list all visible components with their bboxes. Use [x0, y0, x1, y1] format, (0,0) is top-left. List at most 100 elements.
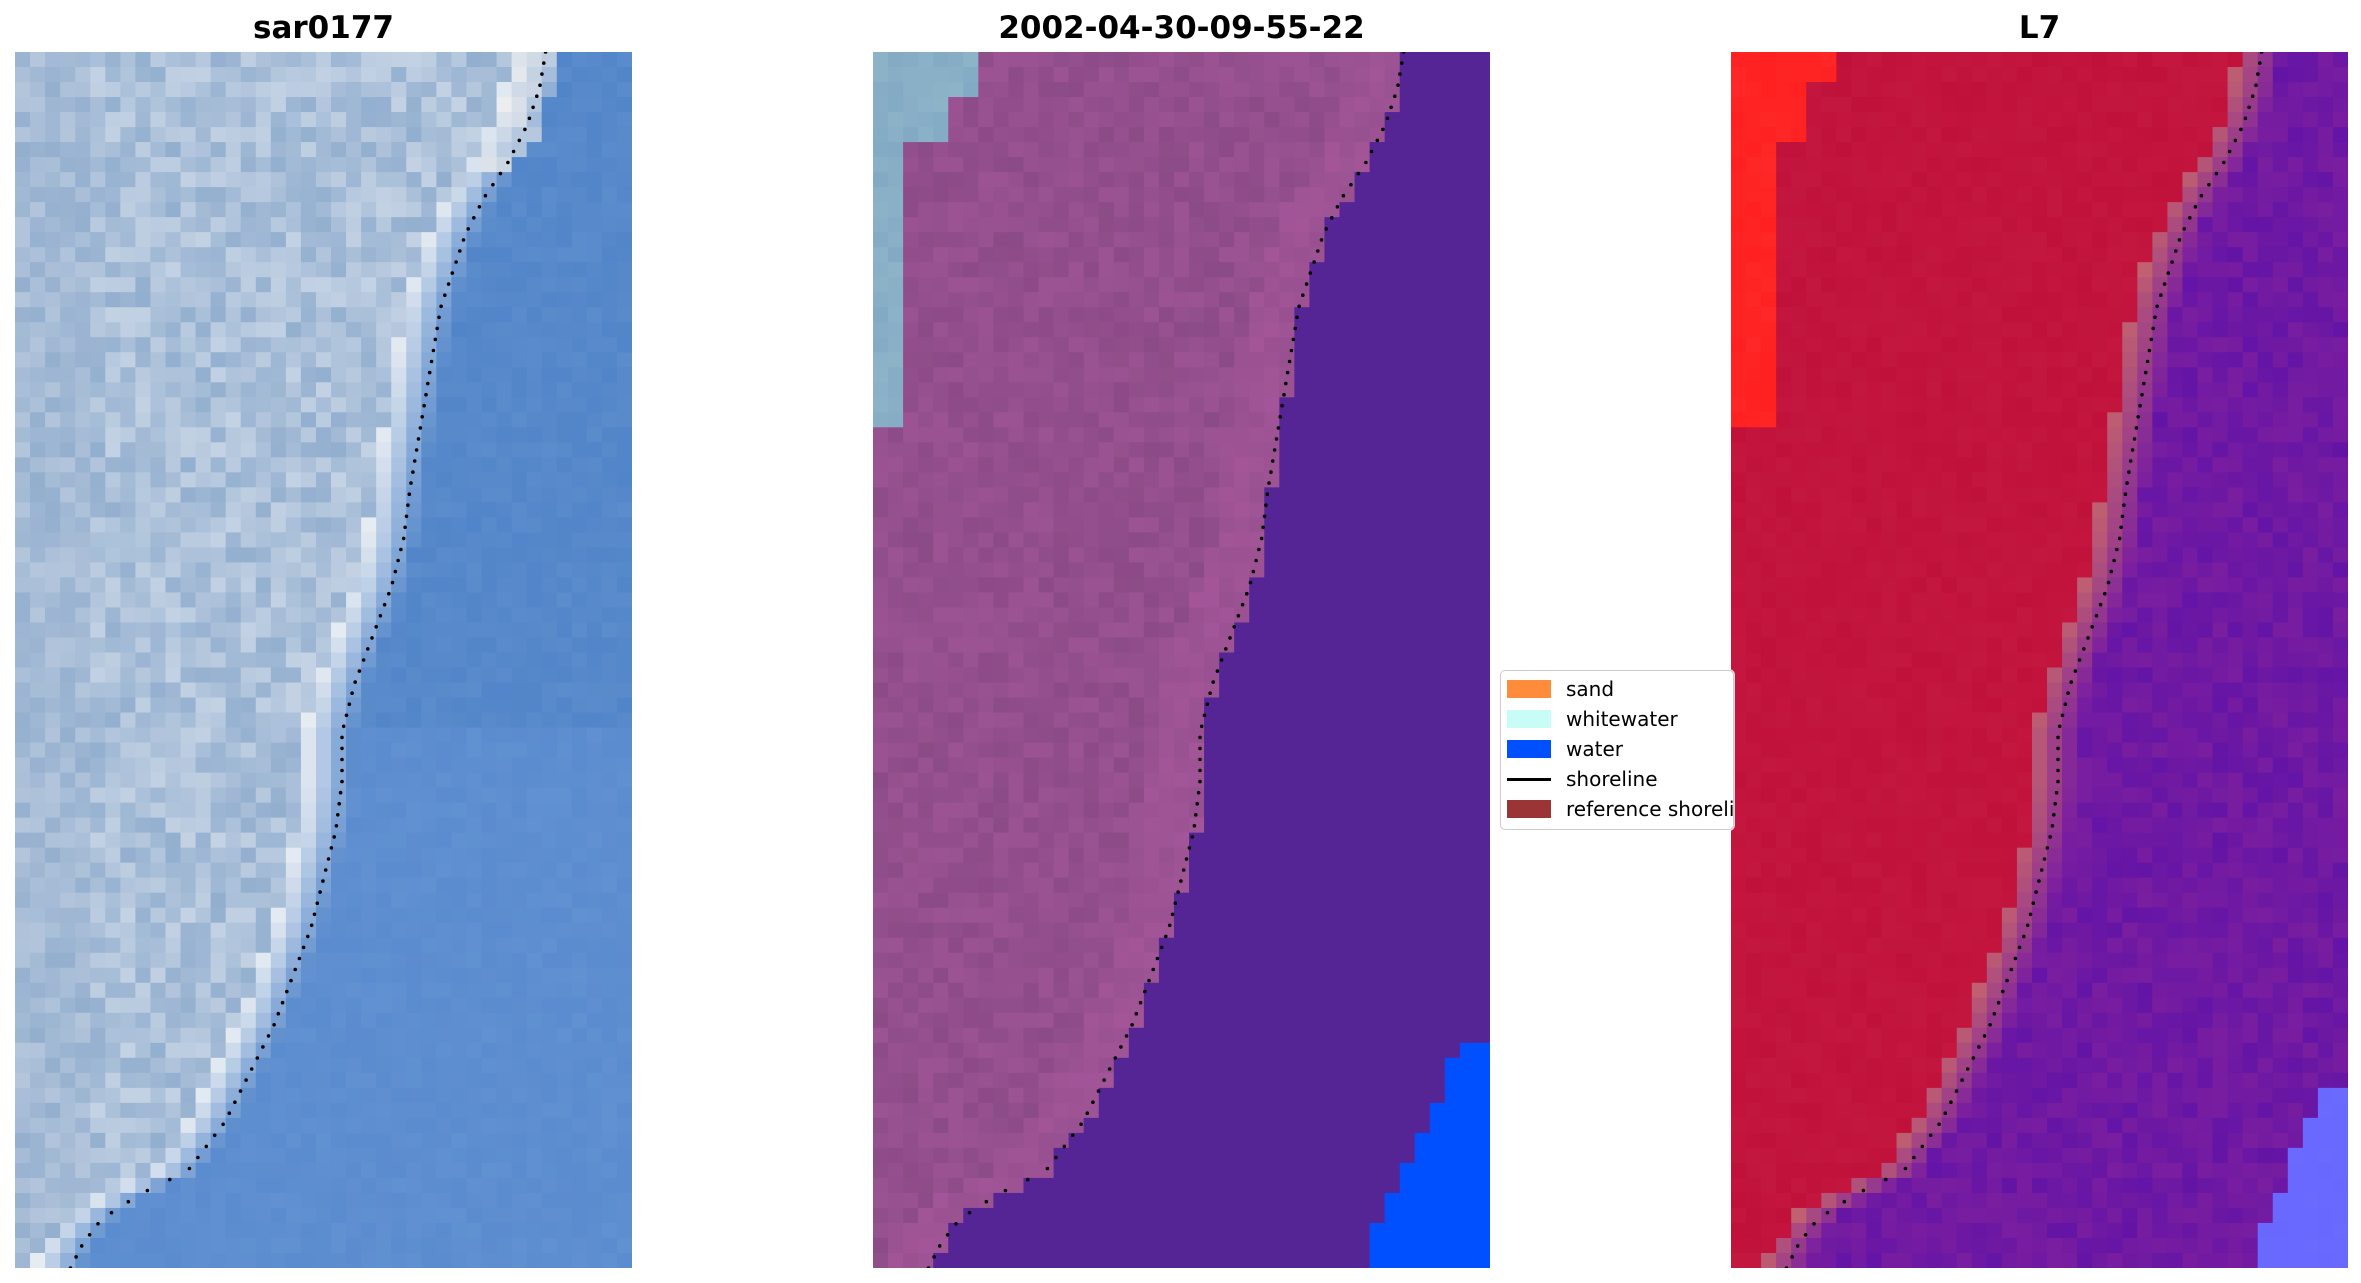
shoreline-dot [344, 713, 349, 718]
shoreline-dot [1251, 569, 1256, 574]
shoreline-dot [472, 216, 476, 220]
shoreline-dot [937, 1244, 942, 1248]
shoreline-dot [1102, 1078, 1106, 1082]
shoreline-dot [1274, 437, 1279, 441]
shoreline-dot [2207, 182, 2211, 187]
shoreline-dot [350, 691, 354, 695]
shoreline-dot [2145, 359, 2150, 364]
shoreline-dot [276, 1011, 281, 1016]
shoreline-dot [378, 614, 383, 618]
shoreline-dot [1264, 503, 1268, 508]
shoreline-dot [2125, 481, 2129, 485]
shoreline-dot [1381, 127, 1385, 132]
shoreline-dot [1211, 680, 1215, 684]
shoreline-dot [437, 315, 441, 320]
shoreline-dot [2142, 381, 2146, 386]
shoreline-dot [2082, 647, 2086, 651]
shoreline-line-swatch [1507, 770, 1551, 788]
shoreline-dot [1198, 735, 1202, 740]
shoreline-dot [2128, 459, 2133, 463]
shoreline-dot [435, 326, 440, 331]
shoreline-dot [1091, 1100, 1095, 1104]
shoreline-dot [1119, 1045, 1123, 1049]
shoreline-dot [1228, 636, 1232, 640]
shoreline-dot [1903, 1166, 1908, 1171]
shoreline-dot [2001, 989, 2005, 994]
shoreline-dot [1943, 1111, 1948, 1115]
shoreline-dot [2127, 470, 2131, 474]
shoreline-dot [326, 857, 331, 861]
shoreline-dot [418, 426, 423, 430]
shoreline-dot [399, 547, 403, 552]
shoreline-dot [412, 459, 417, 463]
shoreline-dot [1265, 492, 1270, 497]
shoreline-dot [2227, 149, 2232, 154]
shoreline-dot [2056, 757, 2060, 762]
shoreline-dot [1812, 1222, 1816, 1226]
shoreline-dot [1205, 702, 1210, 706]
shoreline-dot [340, 757, 344, 762]
shoreline-dot [1190, 835, 1194, 839]
shoreline-dot [2247, 105, 2251, 110]
shoreline-dot [2052, 813, 2056, 817]
shoreline-dot [187, 1166, 192, 1171]
shoreline-dot [1861, 1188, 1866, 1193]
shoreline-dot [1143, 989, 1147, 994]
shoreline-dot [2057, 724, 2062, 729]
shoreline-dot [196, 1155, 200, 1160]
shoreline-dot [301, 945, 306, 950]
shoreline-dot [1254, 558, 1258, 563]
shoreline-dot [393, 569, 398, 574]
shoreline-dot [1194, 813, 1198, 817]
shoreline-dot [477, 205, 482, 209]
shoreline-dot [2031, 901, 2036, 905]
shoreline-dot [1272, 448, 1277, 452]
shoreline-dot [1085, 1111, 1090, 1115]
shoreline-dot [357, 669, 362, 673]
shoreline-dot [1124, 1034, 1129, 1038]
shoreline-dot [309, 923, 314, 928]
index-image-pixels [1731, 52, 2348, 1268]
shoreline-dot [1176, 890, 1180, 894]
shoreline-dot [2109, 569, 2114, 574]
shoreline-dot [1070, 1133, 1075, 1138]
shoreline-dot [1269, 470, 1273, 474]
shoreline-dot [204, 1144, 209, 1149]
shoreline-dot [2166, 271, 2171, 275]
shoreline-dot [1054, 1155, 1058, 1160]
shoreline-dot [543, 52, 548, 54]
shoreline-dot [96, 1222, 100, 1226]
classified-image-shoreline [926, 52, 1406, 1268]
shoreline-dot [2115, 547, 2119, 552]
shoreline-dot [2162, 282, 2167, 286]
shoreline-dot [1155, 956, 1160, 961]
shoreline-dot [401, 536, 406, 541]
shoreline-dot [2090, 625, 2094, 629]
shoreline-dot [2188, 216, 2192, 220]
shoreline-dot [2069, 680, 2073, 684]
shoreline-dot [1389, 105, 1393, 110]
legend-label-water: water [1566, 737, 1623, 761]
legend-item-water: water [1507, 735, 1623, 763]
shoreline-dot [433, 337, 438, 342]
shoreline-dot [2086, 636, 2090, 640]
shoreline-dot [1784, 1266, 1789, 1268]
water-swatch [1507, 740, 1551, 758]
shoreline-dot [2147, 348, 2152, 353]
shoreline-dot [1170, 912, 1175, 917]
shoreline-dot [409, 481, 413, 485]
shoreline-dot [2098, 602, 2103, 607]
shoreline-dot [2193, 205, 2198, 209]
shoreline-dot [329, 846, 334, 850]
shoreline-dot [1400, 61, 1404, 65]
panel-title-image: sar0177 [253, 10, 394, 46]
rgb-image [15, 52, 632, 1268]
shoreline-dot [429, 359, 434, 364]
shoreline-dot [2134, 426, 2139, 430]
shoreline-dot [1245, 591, 1249, 596]
shoreline-dot [2053, 801, 2057, 806]
shoreline-dot [272, 1023, 276, 1027]
shoreline-dot [212, 1133, 217, 1138]
shoreline-dot [404, 514, 409, 519]
shoreline-dot [1045, 1166, 1050, 1171]
